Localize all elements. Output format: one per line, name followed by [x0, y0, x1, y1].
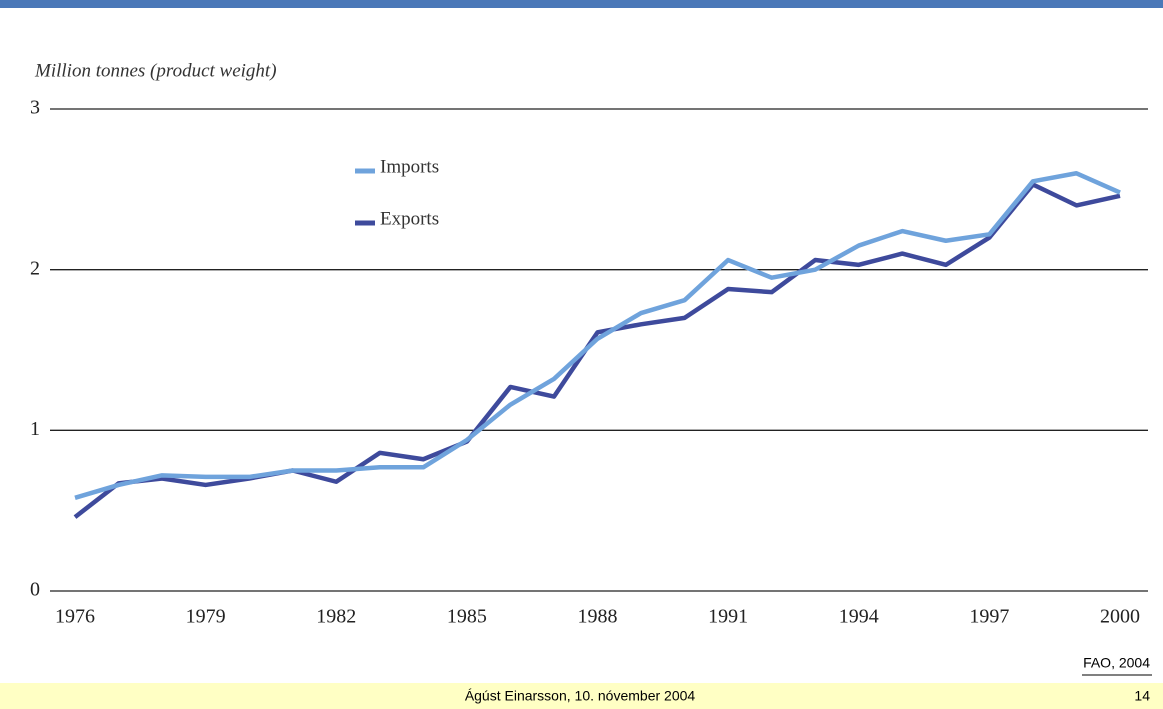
- x-tick-label: 1982: [316, 606, 356, 628]
- x-tick-label: 2000: [1100, 606, 1140, 628]
- x-tick-label: 1988: [578, 606, 618, 628]
- x-tick-label: 1976: [55, 606, 95, 628]
- series-line: [73, 182, 1121, 519]
- footer-bar: [0, 683, 1163, 709]
- x-tick-label: 1979: [186, 606, 226, 628]
- page-number: 14: [1134, 688, 1150, 704]
- y-axis-label: Million tonnes (product weight): [34, 60, 277, 81]
- source: FAO, 2004: [1083, 655, 1150, 671]
- top-bar: [0, 0, 1163, 8]
- x-tick-label: 1997: [969, 606, 1009, 628]
- legend-label: Exports: [380, 208, 439, 229]
- legend-label: Imports: [380, 156, 439, 177]
- series-line: [74, 171, 1121, 500]
- x-tick-label: 1985: [447, 606, 487, 628]
- x-tick-label: 1991: [708, 606, 748, 628]
- y-tick-label: 2: [30, 257, 40, 279]
- y-tick-label: 1: [30, 418, 40, 440]
- y-tick-label: 0: [30, 579, 40, 601]
- y-tick-label: 3: [30, 97, 40, 119]
- x-tick-label: 1994: [839, 606, 879, 628]
- footer-author: Ágúst Einarsson, 10. nóvember 2004: [465, 688, 696, 704]
